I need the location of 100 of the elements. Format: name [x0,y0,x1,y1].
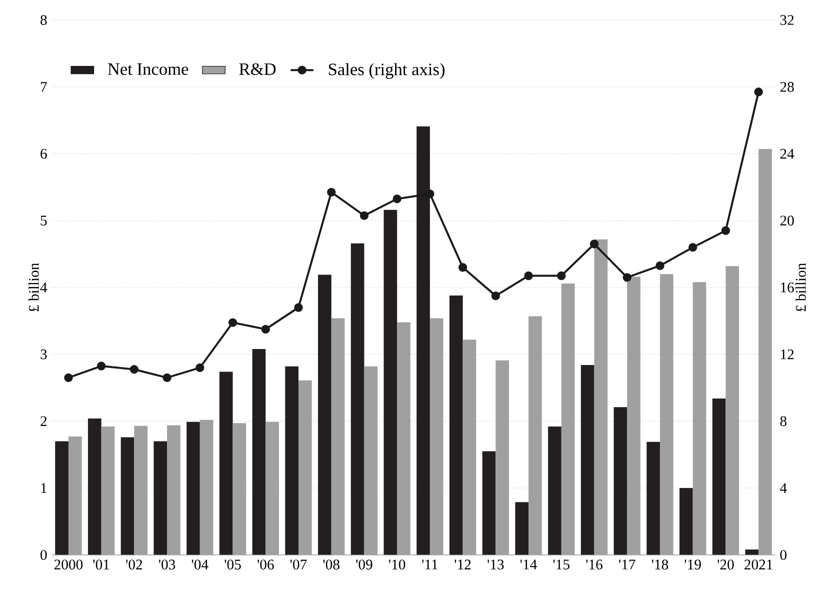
bar [318,274,332,556]
point [96,362,106,371]
point [524,272,533,280]
point [130,365,139,374]
y2-tick-label: 4 [780,483,787,494]
x-tick-label: '15 [553,560,570,570]
bar [120,437,134,556]
bar [134,426,148,556]
point [622,273,632,282]
bar [364,366,378,556]
x-tick-label: '16 [586,560,602,570]
y-tick-label: 2 [40,416,47,426]
y-tick-label: 1 [41,483,46,494]
x-tick-label: '05 [224,560,241,570]
point [557,272,566,280]
bar [614,407,628,556]
x-tick-label: '03 [158,560,176,570]
bar [200,420,214,556]
y-tick-label: 8 [40,15,47,26]
bar [561,284,575,556]
x-tick-label: '14 [520,560,537,570]
bar [515,502,529,556]
point [590,240,599,249]
legend-label: Net Income [108,64,188,76]
bar [528,316,542,556]
y2-tick-label: 28 [780,82,794,92]
point [360,211,369,220]
bar [68,436,82,556]
point [426,190,434,198]
y-tick-label: 4 [40,282,48,292]
y2-tick-label: 16 [780,282,794,293]
y2-tick-label: 20 [780,216,794,226]
bar [580,365,594,556]
x-tick-label: '12 [454,560,471,570]
bar [331,318,345,556]
bar [627,276,640,556]
x-tick-label: 2021 [744,560,772,570]
point [491,292,500,300]
y2-tick-label: 8 [780,416,786,426]
point [392,194,402,204]
point [754,88,763,96]
x-tick-label: '18 [652,560,668,570]
y2-tick-label: 12 [780,350,794,360]
bar [679,488,693,556]
x-tick-label: '07 [290,560,307,570]
point [294,303,303,312]
bar [167,425,180,556]
point [656,262,664,270]
bar [232,423,246,556]
x-tick-label: '08 [323,560,340,570]
y-tick-label: 3 [40,350,47,360]
y-axis-title: £ billion [28,263,39,312]
point [261,325,270,334]
bar [384,210,398,556]
point [327,188,336,197]
x-tick-label: '20 [718,560,734,570]
y2-tick-label: 32 [780,15,794,26]
bar [758,149,772,556]
bar [252,349,266,556]
x-tick-label: '02 [126,560,142,570]
bar [55,441,68,556]
point [721,226,730,236]
y-tick-label: 5 [40,216,47,226]
x-tick-label: '11 [422,560,438,570]
point [162,374,172,382]
bar [285,366,298,556]
legend-label: R&D [239,64,276,76]
y-tick-label: 7 [40,82,47,92]
bar [745,550,759,556]
bar [496,360,509,556]
bar [462,340,476,556]
point [228,318,238,328]
y2-tick-label: 0 [780,550,786,560]
bar [266,422,279,556]
bar [397,322,410,556]
bar [712,398,726,556]
x-tick-label: '13 [488,560,504,570]
x-tick-label: '01 [93,560,110,570]
y-tick-label: 0 [40,550,47,560]
point [64,374,73,382]
bar [88,418,102,556]
bar [660,274,674,556]
y2-axis-title: £ billion [796,263,806,312]
point [196,364,204,372]
x-tick-label: '10 [389,560,406,570]
bar [350,244,364,556]
bar [548,426,562,556]
point [458,263,468,272]
x-tick-label: 2000 [54,560,83,570]
x-tick-label: '04 [192,560,208,570]
bar [430,318,444,556]
bar [219,372,233,556]
x-tick-label: '17 [619,560,636,570]
y-tick-label: 6 [40,149,47,159]
y2-tick-label: 24 [780,149,794,159]
bar [726,266,740,556]
x-tick-label: '06 [258,560,274,570]
bar [692,282,706,556]
bar [298,380,312,556]
bar [594,240,608,556]
